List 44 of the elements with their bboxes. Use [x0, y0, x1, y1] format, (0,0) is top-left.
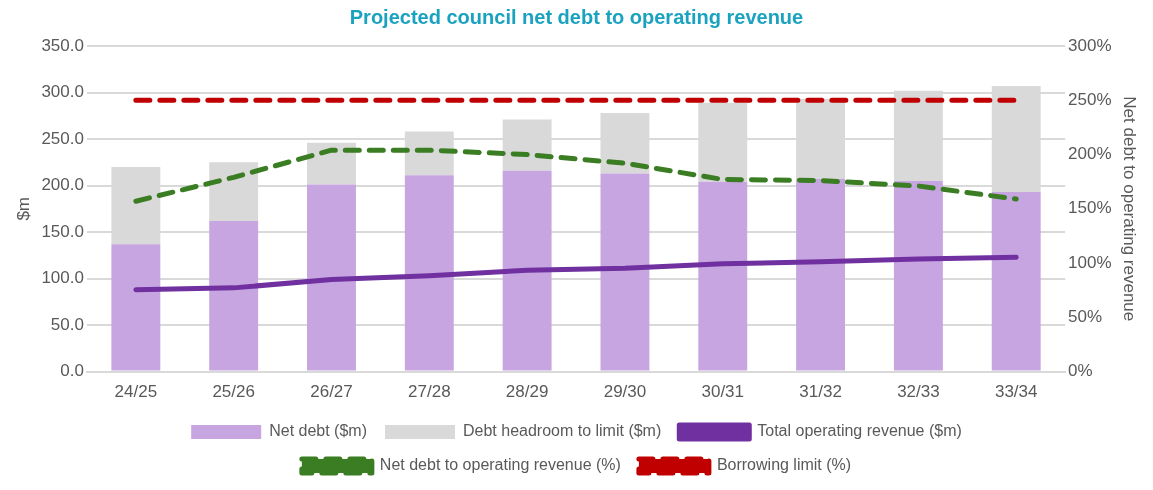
y2-tick-label: 150% [1068, 198, 1112, 218]
x-tick-label: 32/33 [897, 382, 940, 402]
bar [893, 180, 943, 371]
legend-label: Total operating revenue ($m) [757, 422, 962, 440]
x-tick-label: 25/26 [212, 382, 255, 402]
y-tick-label: 100.0 [41, 268, 84, 288]
legend-label: Debt headroom to limit ($m) [462, 422, 662, 440]
y-tick-label: 0.0 [60, 361, 84, 381]
bar [307, 142, 356, 185]
y2-tick-label: 250% [1068, 89, 1112, 109]
y2-axis-title: Net debt to operating revenue [1120, 96, 1140, 322]
bar [600, 173, 650, 371]
y2-tick-label: 50% [1068, 307, 1103, 327]
bar [209, 220, 259, 371]
y-tick-label: 350.0 [41, 35, 84, 55]
y-tick-label: 50.0 [50, 314, 84, 334]
x-tick-label: 31/32 [799, 382, 842, 402]
x-tick-label: 33/34 [994, 382, 1038, 402]
bar [307, 184, 356, 371]
y2-tick-label: 300% [1068, 35, 1112, 55]
legend-label: Net debt ($m) [269, 422, 367, 440]
x-tick-label: 28/29 [505, 382, 549, 402]
y-tick-label: 150.0 [41, 221, 84, 241]
bar [991, 192, 1041, 371]
y2-tick-label: 200% [1068, 144, 1112, 164]
chart-title: Projected council net debt to operating revenue [348, 6, 805, 30]
bar [796, 179, 846, 371]
y2-tick-label: 0% [1068, 361, 1093, 381]
bar [111, 244, 161, 371]
bar [698, 181, 748, 371]
y-axis-title: $m [13, 196, 33, 221]
legend-label: Net debt to operating revenue (%) [379, 456, 621, 474]
bar [404, 175, 454, 371]
x-tick-label: 26/27 [310, 382, 353, 402]
y2-tick-label: 100% [1068, 252, 1112, 272]
y-tick-label: 200.0 [41, 175, 84, 195]
y-tick-label: 300.0 [41, 82, 84, 102]
x-tick-label: 24/25 [114, 382, 158, 402]
bar [502, 170, 552, 371]
legend-label: Borrowing limit (%) [716, 456, 852, 474]
x-tick-label: 27/28 [408, 382, 451, 402]
x-tick-label: 29/30 [603, 382, 647, 402]
y-tick-label: 250.0 [41, 128, 84, 148]
x-tick-label: 30/31 [701, 382, 745, 402]
